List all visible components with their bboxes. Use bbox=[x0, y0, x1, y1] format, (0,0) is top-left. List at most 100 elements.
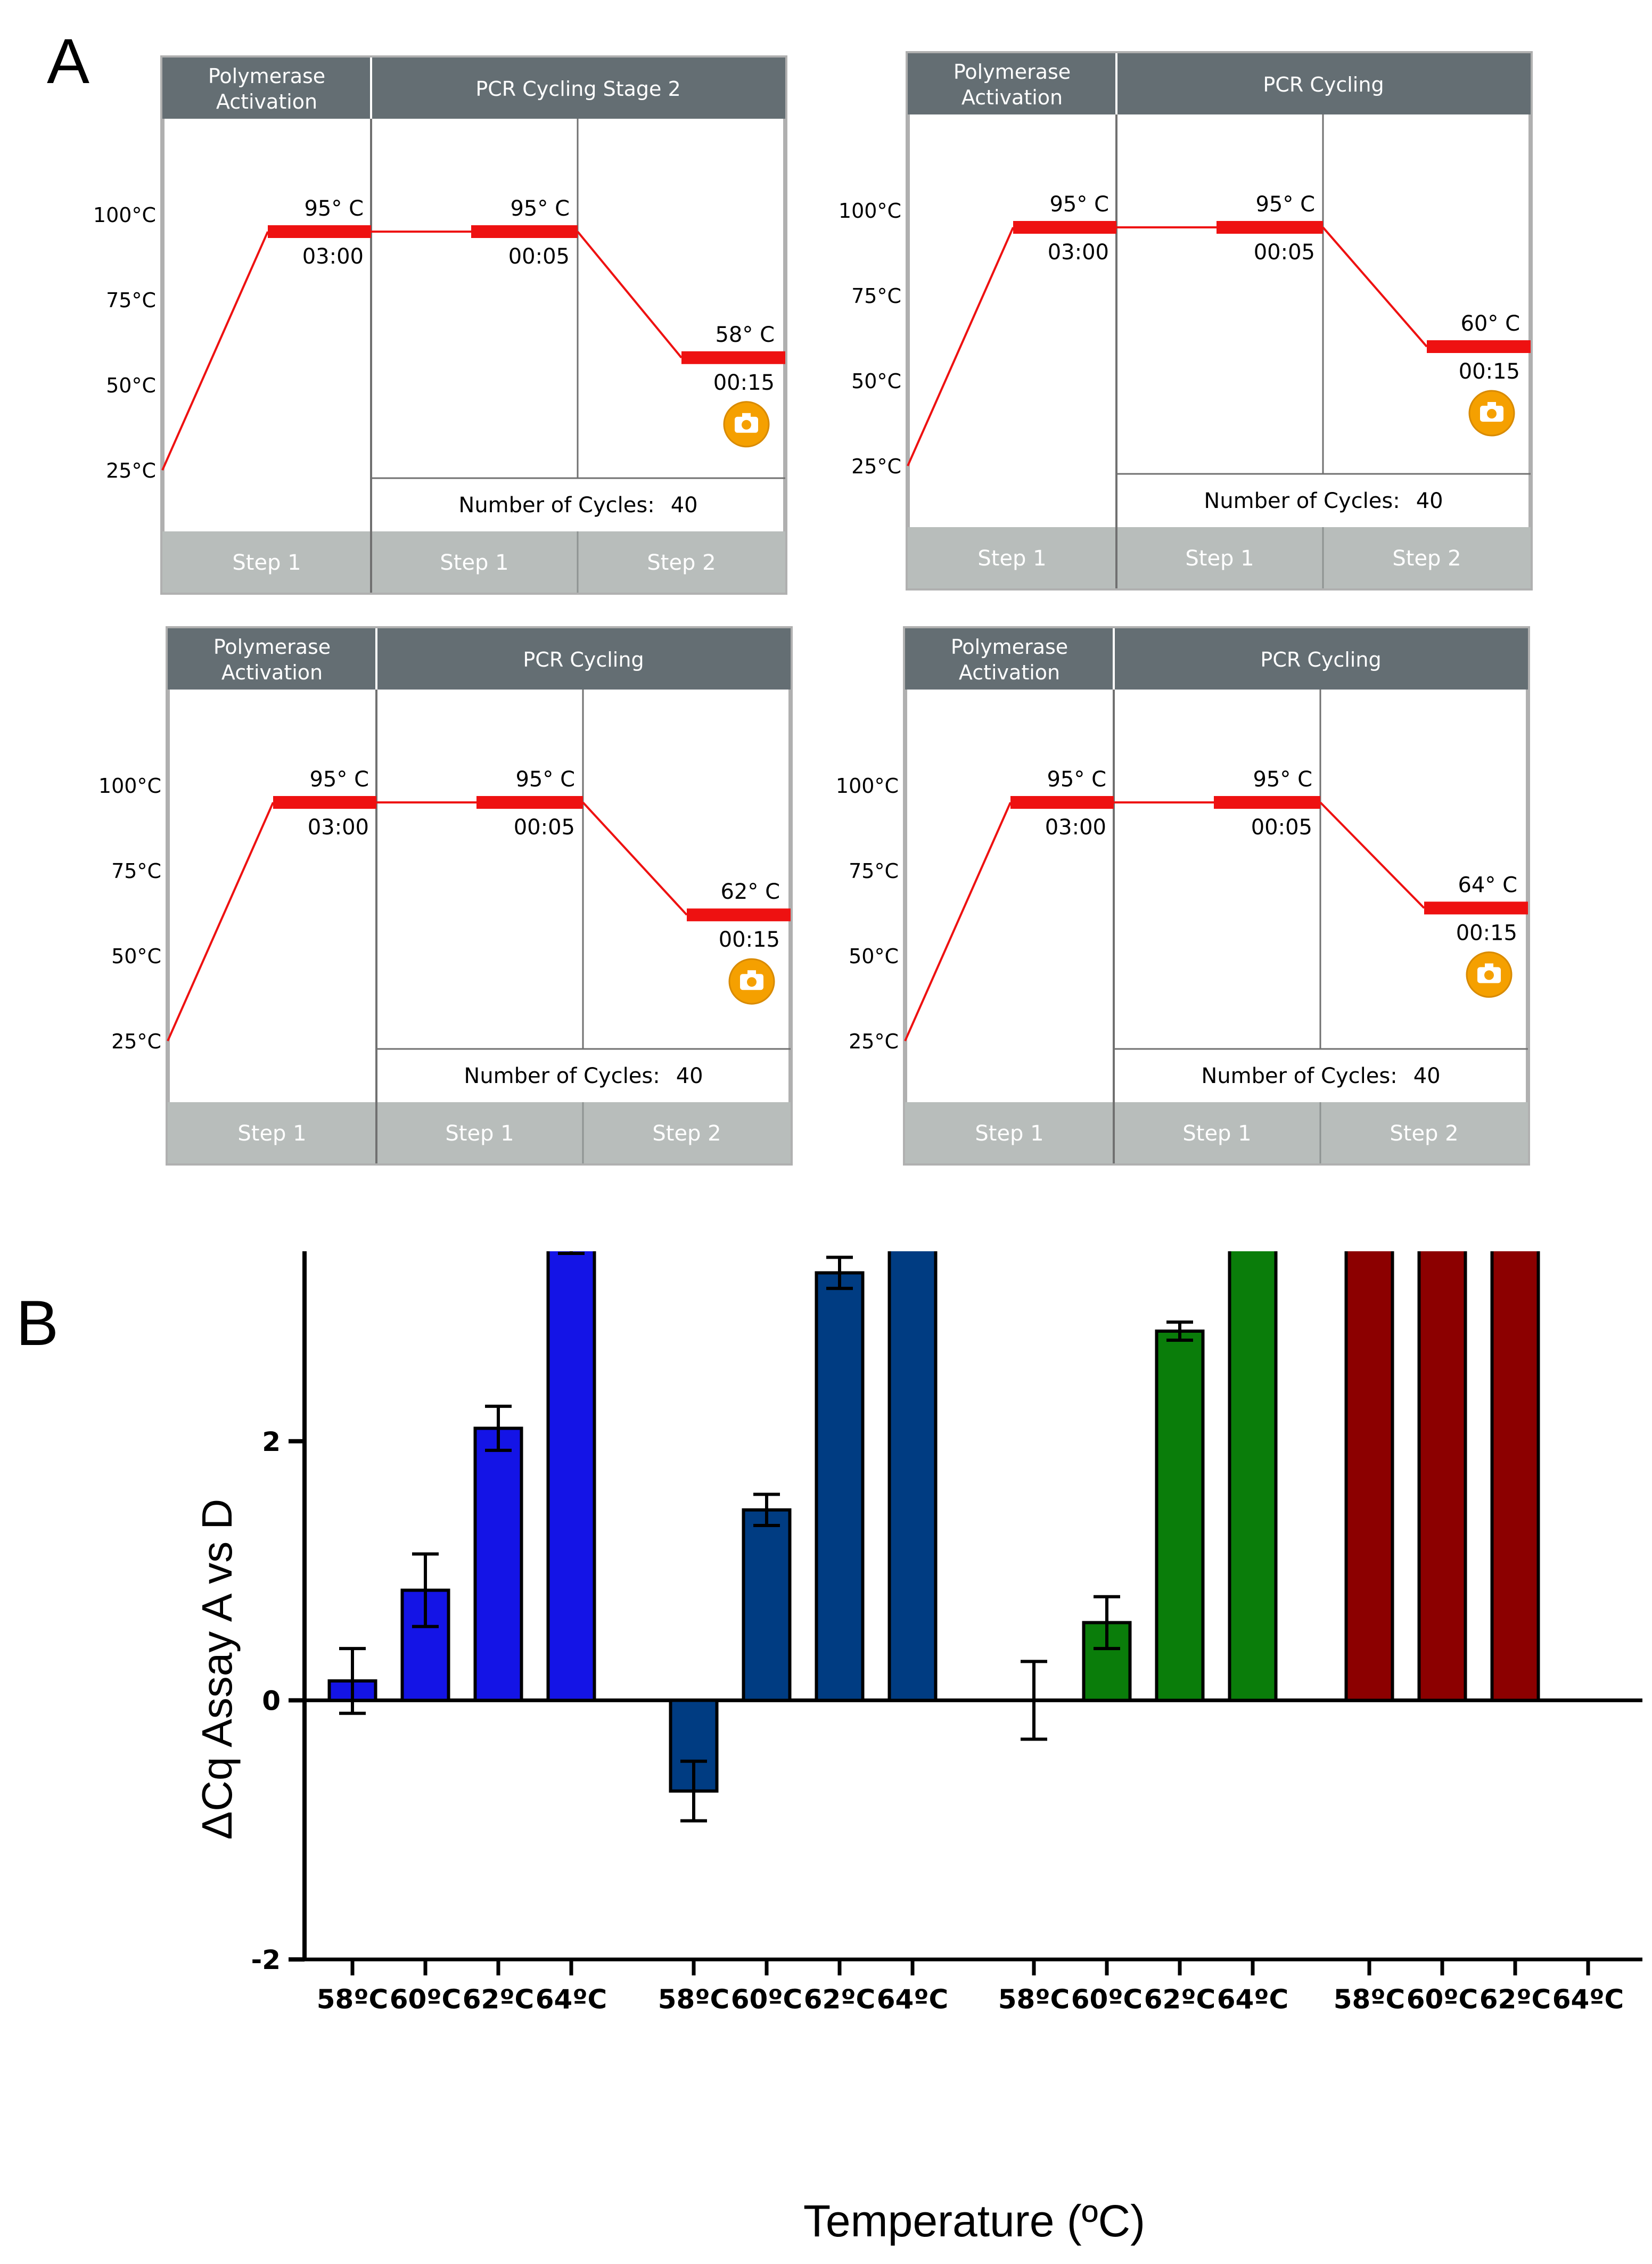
annealing-temp-label: 62° C bbox=[720, 880, 780, 904]
camera-icon bbox=[1466, 951, 1513, 998]
program-frame bbox=[166, 626, 793, 1166]
x-tick-label: 58ºC bbox=[998, 1984, 1070, 2015]
ramp-down-line bbox=[1319, 801, 1425, 909]
bar-group-2-62ºC bbox=[815, 1271, 865, 1702]
step-label: Step 2 bbox=[652, 1121, 721, 1146]
header-cycling: PCR Cycling bbox=[523, 648, 644, 671]
program-frame bbox=[906, 51, 1533, 590]
cycles-value: 40 bbox=[1413, 1064, 1441, 1088]
camera-icon bbox=[1468, 390, 1515, 437]
program-frame bbox=[903, 626, 1530, 1166]
activation-temp-label: 95° C bbox=[1049, 192, 1109, 217]
activation-temp-label: 95° C bbox=[309, 767, 369, 792]
cycles-label: Number of Cycles: bbox=[458, 493, 654, 518]
pcr-programs-figure: Polymerase Activation PCR Cycling Stage 2 1… bbox=[93, 51, 1533, 1166]
annealing-temp-label: 64° C bbox=[1458, 873, 1517, 897]
step-label: Step 2 bbox=[1390, 1121, 1458, 1146]
x-tick-label: 58ºC bbox=[658, 1984, 729, 2015]
footer-bar bbox=[908, 527, 1531, 588]
denaturation-time-label: 00:05 bbox=[508, 244, 570, 269]
y-tick-label: 75°C bbox=[111, 859, 161, 883]
step-label: Step 1 bbox=[440, 551, 508, 575]
denaturation-temp-label: 95° C bbox=[515, 767, 575, 792]
bar-group-4-58ºC bbox=[1344, 1251, 1394, 1702]
header-activation-line-2: Activation bbox=[221, 661, 323, 684]
header-cycling: PCR Cycling Stage 2 bbox=[475, 77, 680, 101]
activation-temp-label: 95° C bbox=[304, 196, 364, 221]
step-label: Step 2 bbox=[647, 551, 716, 575]
y-axis-title: ΔCq Assay A vs D bbox=[193, 1499, 241, 1840]
bar-group-1-62ºC bbox=[473, 1426, 523, 1702]
ramp-down-line bbox=[1322, 226, 1428, 348]
ramp-down-line bbox=[577, 231, 683, 359]
camera-icon-top bbox=[1485, 963, 1493, 968]
cycles-row: Number of Cycles: 40 bbox=[464, 1064, 703, 1088]
header-cycling: PCR Cycling bbox=[1260, 648, 1381, 671]
camera-icon-top bbox=[1487, 402, 1496, 406]
y-tick-label: 100°C bbox=[836, 774, 899, 798]
bar-group-2-64ºC bbox=[887, 1251, 938, 1702]
camera-icon-lens bbox=[1484, 970, 1494, 980]
bar-group-3-62ºC bbox=[1155, 1329, 1205, 1702]
cycles-label: Number of Cycles: bbox=[1201, 1064, 1397, 1088]
header-activation-line-2: Activation bbox=[961, 86, 1063, 109]
bar-group-2-60ºC bbox=[742, 1508, 792, 1702]
y-tick-label: 25°C bbox=[111, 1030, 161, 1053]
x-tick-label: 58ºC bbox=[317, 1984, 388, 2015]
ramp-up-line bbox=[167, 802, 274, 1041]
bar-group-3-64ºC bbox=[1228, 1251, 1278, 1702]
activation-time-label: 03:00 bbox=[1045, 815, 1106, 840]
cycles-value: 40 bbox=[676, 1064, 703, 1088]
y-tick-label: 100°C bbox=[839, 199, 901, 223]
cycles-value: 40 bbox=[671, 493, 698, 518]
header-activation-line-1: Polymerase bbox=[208, 64, 325, 88]
activation-temp-label: 95° C bbox=[1047, 767, 1106, 792]
x-axis-title: Temperature (ºC) bbox=[803, 2196, 1145, 2246]
camera-icon-top bbox=[742, 413, 751, 417]
header-bar bbox=[162, 58, 785, 119]
step-label: Step 1 bbox=[237, 1121, 306, 1146]
y-tick-label: 50°C bbox=[851, 370, 901, 393]
cycles-row: Number of Cycles: 40 bbox=[1204, 489, 1443, 513]
cycles-row: Number of Cycles: 40 bbox=[458, 493, 697, 518]
ramp-up-line bbox=[161, 231, 269, 471]
y-tick-label: 100°C bbox=[98, 774, 161, 798]
y-tick-label: 25°C bbox=[849, 1030, 899, 1053]
panel-b-label: B bbox=[16, 1287, 59, 1359]
step-label: Step 2 bbox=[1392, 546, 1461, 571]
denaturation-time-label: 00:05 bbox=[1254, 240, 1315, 265]
x-tick-label: 58ºC bbox=[1334, 1984, 1405, 2015]
cycles-label: Number of Cycles: bbox=[464, 1064, 660, 1088]
y-tick-label: 50°C bbox=[106, 374, 156, 397]
step-label: Step 1 bbox=[975, 1121, 1043, 1146]
denaturation-time-label: 00:05 bbox=[514, 815, 575, 840]
step-label: Step 1 bbox=[977, 546, 1046, 571]
x-tick-label: 60ºC bbox=[390, 1984, 461, 2015]
annealing-time-label: 00:15 bbox=[1456, 921, 1517, 945]
denaturation-temp-label: 95° C bbox=[1253, 767, 1312, 792]
annealing-temp-label: 60° C bbox=[1460, 311, 1520, 336]
x-tick-label: 64ºC bbox=[536, 1984, 607, 2015]
x-tick-label: 60ºC bbox=[1071, 1984, 1143, 2015]
bar-group-4-62ºC bbox=[1490, 1251, 1540, 1702]
denaturation-temp-label: 95° C bbox=[510, 196, 570, 221]
cycles-row: Number of Cycles: 40 bbox=[1201, 1064, 1440, 1088]
x-tick-label: 60ºC bbox=[1407, 1984, 1478, 2015]
camera-icon-top bbox=[747, 970, 756, 975]
y-tick-label: 0 bbox=[262, 1685, 281, 1716]
activation-time-label: 03:00 bbox=[308, 815, 369, 840]
ramp-down-line bbox=[582, 801, 688, 916]
y-tick-label: -2 bbox=[251, 1945, 281, 1975]
step-label: Step 1 bbox=[445, 1121, 514, 1146]
activation-time-label: 03:00 bbox=[302, 244, 364, 269]
header-bar bbox=[905, 628, 1528, 690]
annealing-time-label: 00:15 bbox=[1459, 359, 1520, 384]
y-tick-label: 2 bbox=[262, 1426, 281, 1457]
ramp-up-line bbox=[907, 227, 1014, 466]
x-tick-label: 62ºC bbox=[463, 1984, 534, 2015]
step-label: Step 1 bbox=[232, 551, 301, 575]
header-activation-line-2: Activation bbox=[959, 661, 1060, 684]
annealing-temp-label: 58° C bbox=[715, 323, 775, 347]
